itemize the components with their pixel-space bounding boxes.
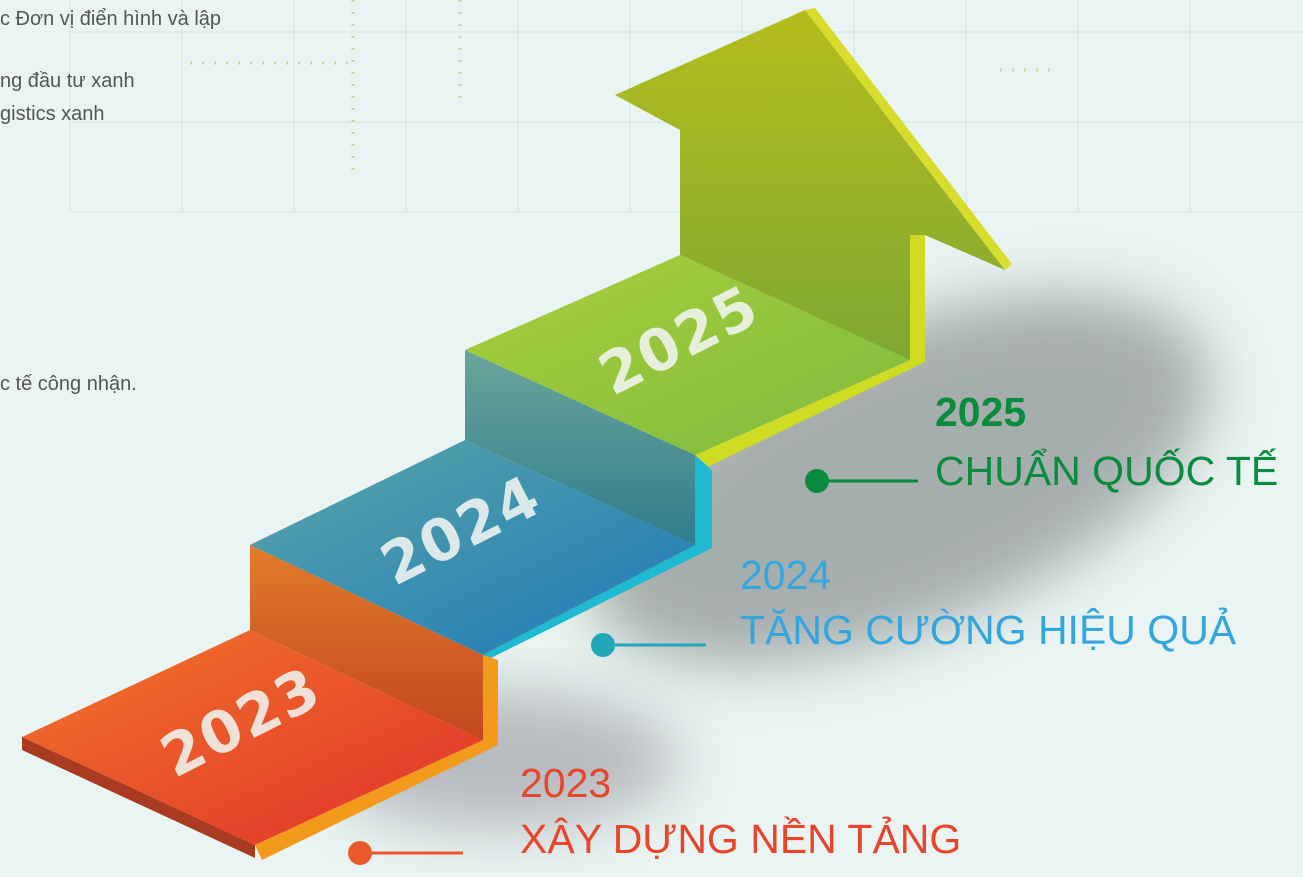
text-line: c Đơn vị điển hình và lập xyxy=(0,8,221,30)
milestone-title: CHUẨN QUỐC TẾ xyxy=(935,447,1278,494)
left-text: c Đơn vị điển hình và lập ng đầu tư xanh… xyxy=(0,8,221,395)
milestone-title: TĂNG CƯỜNG HIỆU QUẢ xyxy=(740,607,1237,653)
milestone-year: 2024 xyxy=(740,552,831,598)
infographic: 2023 2024 2025 c Đơn vị điển hình và lập… xyxy=(0,0,1303,877)
milestone-year: 2025 xyxy=(935,389,1026,435)
text-line: ng đầu tư xanh xyxy=(0,70,135,92)
text-line: c tế công nhận. xyxy=(0,373,137,395)
page: 2023 2024 2025 c Đơn vị điển hình và lập… xyxy=(0,0,1303,877)
text-line: gistics xanh xyxy=(0,103,105,125)
milestone-title: XÂY DỰNG NỀN TẢNG xyxy=(520,816,961,862)
milestone-year: 2023 xyxy=(520,760,611,806)
